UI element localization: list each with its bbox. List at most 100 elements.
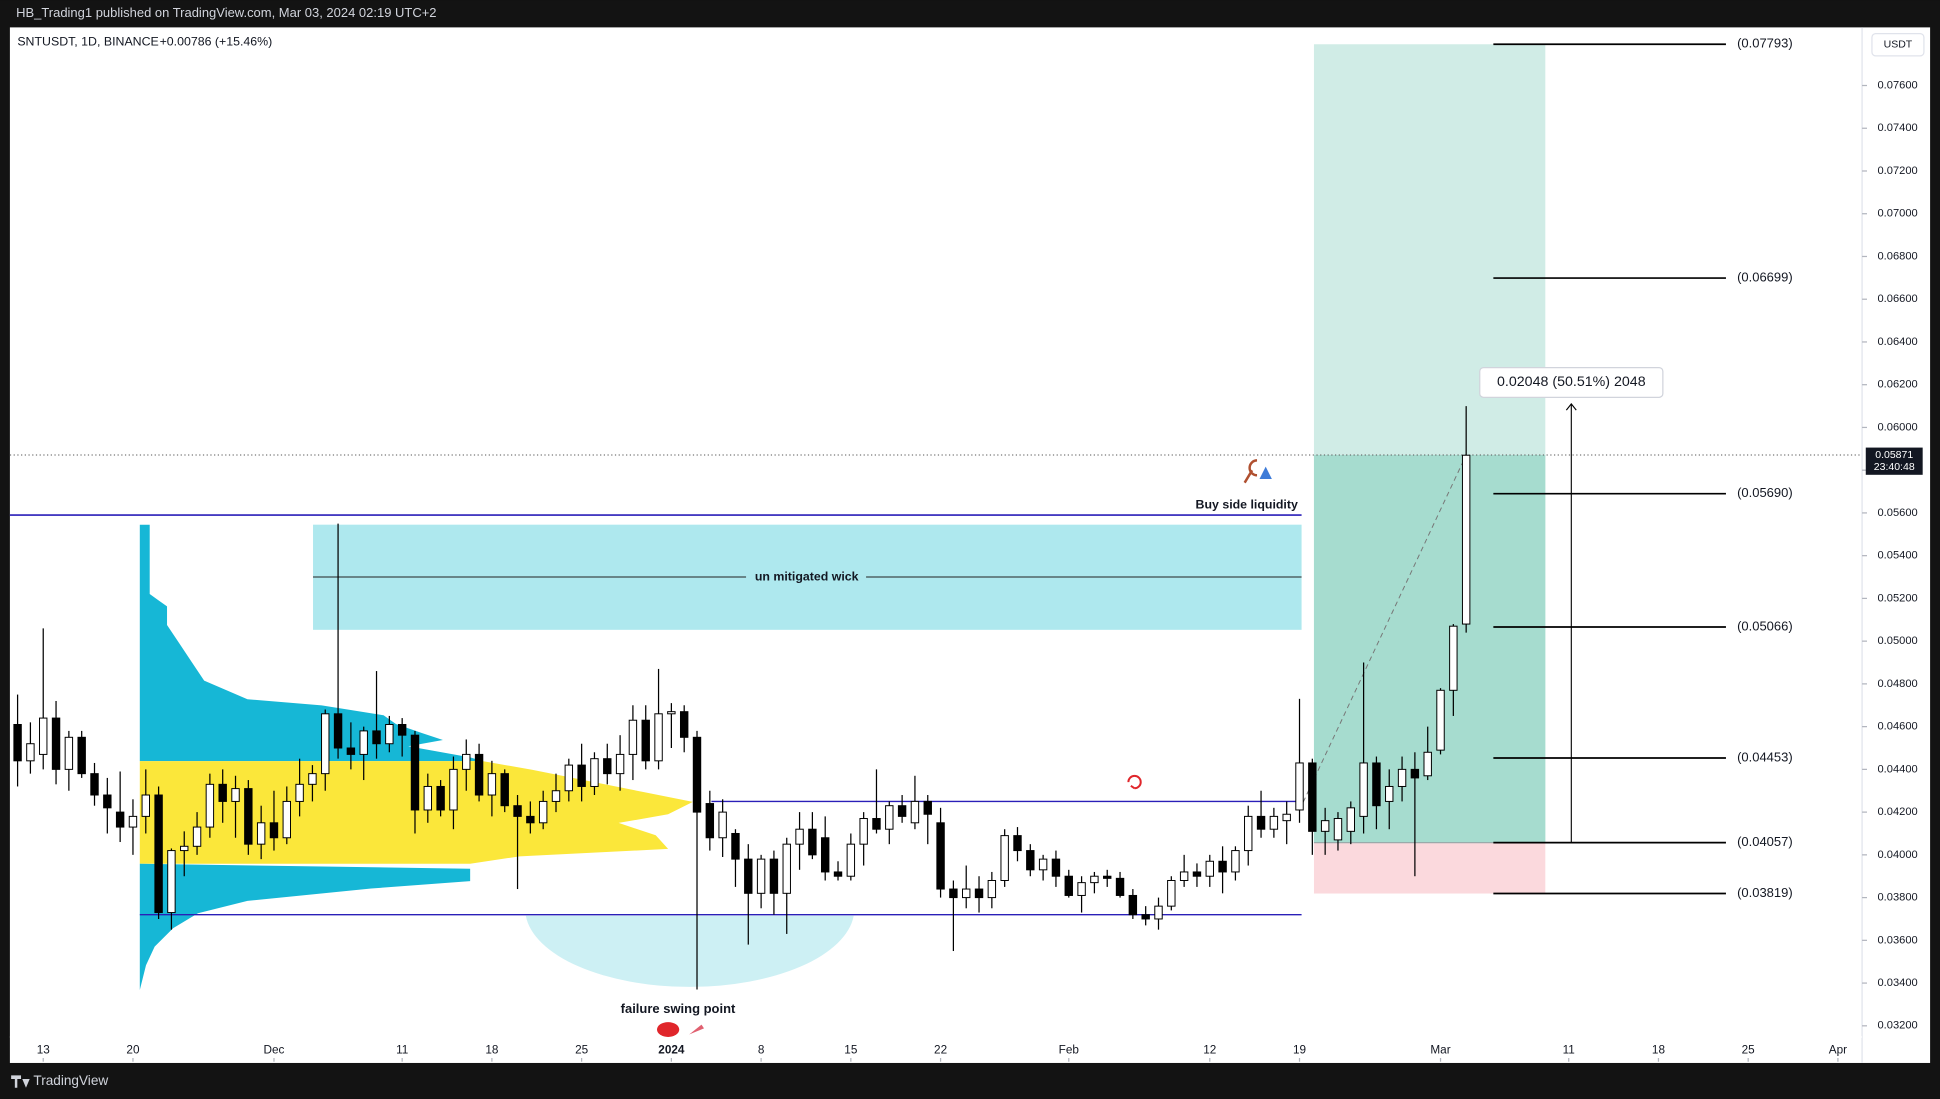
candle-body (628, 719, 638, 755)
candle-body (436, 785, 445, 811)
candle-body (1410, 768, 1420, 779)
candle-body (180, 845, 189, 852)
candle-body (333, 713, 343, 749)
open-profit-zone (1313, 455, 1546, 843)
candle-body (987, 880, 997, 899)
candle-body (795, 828, 804, 845)
y-tick-label: 0.06400 (1878, 336, 1918, 348)
candle-body (603, 758, 612, 775)
swing-icon (656, 1022, 680, 1037)
candle-body (1397, 768, 1407, 787)
liquidity-icon-2 (1259, 466, 1272, 479)
volume-profile-upper (139, 524, 483, 762)
y-tick-label: 0.07600 (1878, 79, 1918, 91)
candle-body (1141, 914, 1150, 920)
candle-body (487, 773, 497, 796)
candle-body (1000, 835, 1009, 881)
candle-body (577, 764, 586, 787)
candle-body (51, 717, 61, 770)
x-tick-label: 18 (1652, 1044, 1666, 1057)
candle-body (744, 858, 753, 894)
candle-body (859, 818, 868, 845)
candle-body (128, 815, 138, 828)
y-tick-label: 0.04000 (1878, 849, 1918, 861)
candle-body (449, 768, 458, 811)
x-tick-label: 11 (1563, 1044, 1575, 1057)
x-tick-label: Mar (1430, 1044, 1450, 1057)
x-tick-label: Feb (1059, 1044, 1080, 1057)
candle-body (359, 730, 368, 755)
candle-body (718, 811, 727, 839)
candle-body (308, 773, 317, 785)
measure-label: 0.02048 (50.51%) 2048 (1497, 374, 1646, 390)
candle-body (244, 788, 253, 845)
y-tick-label: 0.04800 (1878, 678, 1918, 690)
candle-body (756, 858, 766, 894)
footer-logo (11, 1075, 30, 1088)
candle-body (1103, 875, 1112, 879)
candle-body (1128, 894, 1138, 916)
y-tick-label: 0.04200 (1878, 806, 1918, 818)
candle-body (654, 713, 663, 762)
candle-body (974, 888, 984, 899)
candle-body (705, 803, 715, 839)
candle-body (564, 764, 574, 792)
x-tick-label: 8 (758, 1044, 765, 1057)
candle-body (769, 858, 779, 894)
countdown-label: 23:40:48 (1874, 461, 1915, 473)
candle-body (410, 734, 420, 811)
x-tick-label: 25 (575, 1044, 589, 1057)
y-tick-label: 0.07000 (1878, 208, 1918, 220)
candle-body (692, 736, 702, 813)
x-tick-label: 18 (485, 1044, 499, 1057)
y-tick-label: 0.06000 (1878, 421, 1918, 433)
candle-body (1051, 858, 1061, 877)
candle-body (1231, 850, 1240, 873)
candle-body (1461, 454, 1471, 625)
candle-body (39, 717, 48, 755)
candle-body (1269, 815, 1279, 830)
candle-body (1154, 905, 1163, 920)
candle-body (1282, 813, 1291, 822)
candle-body (462, 753, 471, 770)
candle-body (936, 822, 945, 890)
refresh-icon (1127, 774, 1142, 790)
candle-body (90, 773, 99, 796)
currency-box[interactable] (1871, 32, 1925, 57)
swing-label: failure swing point (621, 1001, 736, 1016)
candle-body (667, 711, 676, 715)
wick-zone-label: un mitigated wick (755, 569, 859, 583)
candle-body (1026, 850, 1035, 871)
y-tick-label: 0.06800 (1878, 250, 1918, 262)
x-tick-label: Apr (1829, 1044, 1847, 1057)
measure-box (1479, 367, 1664, 398)
candle-body (295, 783, 304, 802)
candle-body (731, 832, 740, 860)
candle-body (538, 800, 548, 824)
candle-body (1295, 762, 1304, 811)
candle-body (256, 822, 266, 845)
candle-body (397, 723, 407, 736)
candle-body (1449, 625, 1458, 691)
y-tick-label: 0.04400 (1878, 763, 1918, 775)
candle-body (872, 818, 881, 830)
y-tick-label: 0.03200 (1878, 1020, 1918, 1032)
x-tick-label: 2024 (658, 1044, 685, 1057)
swing-highlight (525, 915, 854, 987)
y-tick-label: 0.07200 (1878, 165, 1918, 177)
candle-body (615, 753, 625, 775)
candle-body (423, 785, 433, 811)
y-tick-label: 0.05200 (1878, 592, 1918, 604)
candle-body (1090, 875, 1099, 884)
candle-body (1436, 689, 1445, 751)
candle-body (1064, 875, 1073, 896)
x-tick-label: 15 (844, 1044, 858, 1057)
candle-body (897, 805, 907, 817)
x-tick-label: 13 (37, 1044, 51, 1057)
candle-body (385, 723, 394, 745)
y-tick-label: 0.05000 (1878, 635, 1918, 647)
y-tick-label: 0.05600 (1878, 507, 1918, 519)
stop-zone (1313, 842, 1546, 894)
